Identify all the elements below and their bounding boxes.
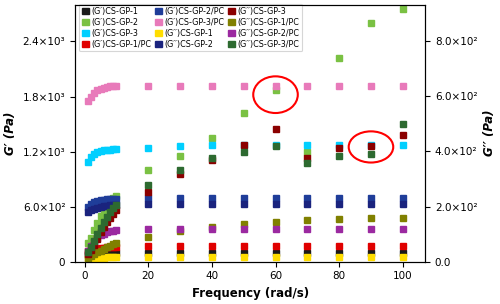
Y-axis label: G′ (Pa): G′ (Pa) [4, 112, 17, 155]
X-axis label: Frequency (rad/s): Frequency (rad/s) [192, 287, 308, 300]
Legend: (G′)CS-GP-1, (G′)CS-GP-2, (G′)CS-GP-3, (G′)CS-GP-1/PC, (G′)CS-GP-2/PC, (G′)CS-GP: (G′)CS-GP-1, (G′)CS-GP-2, (G′)CS-GP-3, (… [79, 4, 302, 51]
Y-axis label: G′′ (Pa): G′′ (Pa) [483, 110, 496, 157]
